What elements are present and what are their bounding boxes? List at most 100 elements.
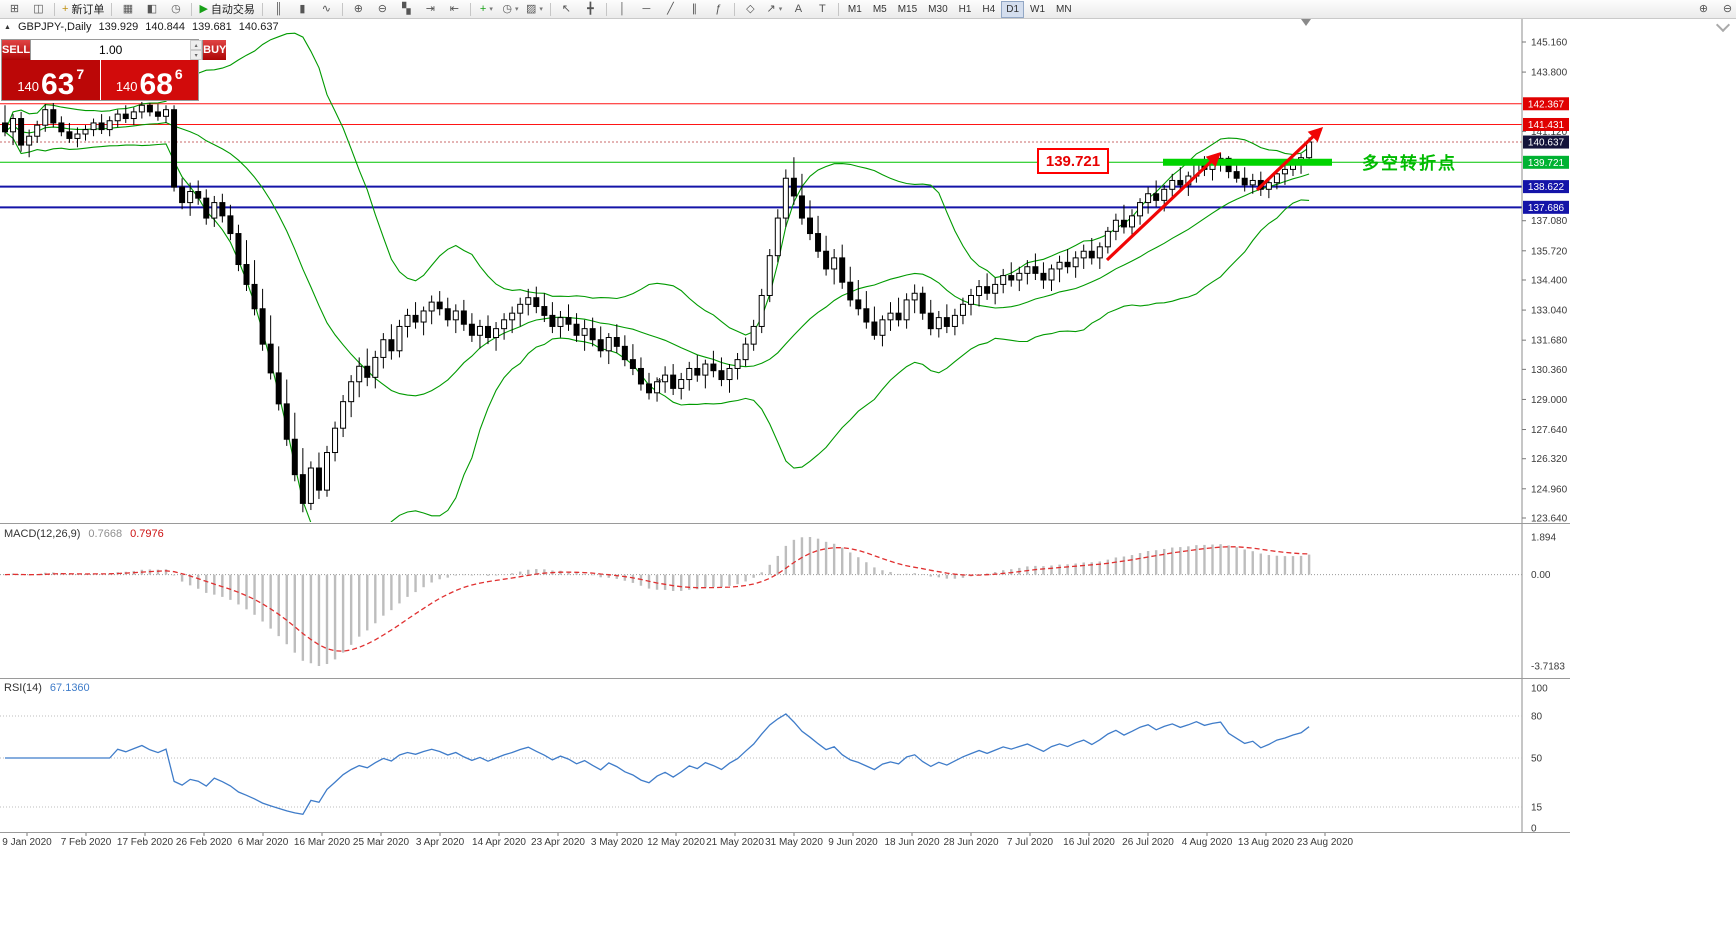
- arrows-tool-icon[interactable]: ↗ ▾: [763, 0, 786, 18]
- timeframe-h1-button[interactable]: H1: [958, 3, 972, 15]
- channel-icon[interactable]: ∥: [683, 0, 706, 18]
- svg-text:21 May 2020: 21 May 2020: [706, 837, 764, 848]
- history-center-icon[interactable]: ◷: [164, 0, 187, 18]
- timeframe-m5-button[interactable]: M5: [872, 3, 887, 15]
- svg-text:142.367: 142.367: [1528, 99, 1565, 110]
- svg-text:141.431: 141.431: [1528, 120, 1565, 131]
- chart-shift-icon[interactable]: ⇤: [443, 0, 466, 18]
- trendline-icon[interactable]: ╱: [659, 0, 682, 18]
- magnifier-plus-icon[interactable]: ⊕: [1692, 0, 1715, 18]
- tile-windows-icon[interactable]: ▚: [395, 0, 418, 18]
- templates-icon: ▨: [525, 2, 537, 15]
- indicators-icon[interactable]: + ▾: [475, 0, 498, 18]
- svg-text:0: 0: [1531, 824, 1537, 835]
- chevron-down-icon[interactable]: ▾: [514, 6, 519, 13]
- timeframe-m30-button[interactable]: M30: [928, 3, 948, 15]
- chart-annotations[interactable]: *: [657, 127, 1332, 390]
- bar-chart-type-icon: ║: [274, 2, 283, 15]
- sell-price-button[interactable]: 140 63 7: [2, 60, 101, 100]
- chevron-down-icon[interactable]: ▾: [778, 6, 783, 13]
- chevron-down-icon[interactable]: ▾: [539, 6, 543, 13]
- buy-price-button[interactable]: 140 68 6: [100, 60, 198, 100]
- svg-text:9 Jun 2020: 9 Jun 2020: [828, 837, 878, 848]
- bar-chart-type-icon[interactable]: ║: [267, 0, 290, 18]
- lot-decrease-icon[interactable]: ▾: [190, 50, 203, 60]
- chart-profiles-icon[interactable]: ◫: [27, 0, 50, 18]
- panel-separator[interactable]: [0, 523, 1570, 524]
- timeframe-m1-button[interactable]: M1: [847, 3, 862, 15]
- level-price-label[interactable]: 139.721: [1037, 148, 1109, 174]
- toolbar-separator: [341, 2, 343, 16]
- svg-text:3 Apr 2020: 3 Apr 2020: [416, 837, 465, 848]
- lot-increase-icon[interactable]: ▴: [190, 40, 203, 50]
- zoom-out-icon: ⊖: [377, 2, 388, 15]
- zoom-out-icon[interactable]: ⊖: [371, 0, 394, 18]
- timeframe-w1-button[interactable]: W1: [1030, 3, 1046, 15]
- candlestick-type-icon[interactable]: ▮: [291, 0, 314, 18]
- data-window-icon[interactable]: ◧: [140, 0, 163, 18]
- crosshair-icon[interactable]: ╋: [579, 0, 602, 18]
- chart-shift-icon: ⇤: [449, 2, 460, 15]
- horizontal-line-icon: ─: [642, 2, 651, 15]
- svg-text:139.721: 139.721: [1528, 158, 1565, 169]
- chevron-down-icon[interactable]: ▾: [489, 6, 493, 13]
- svg-text:143.800: 143.800: [1531, 68, 1568, 79]
- magnifier-minus-icon[interactable]: ⊖: [1716, 0, 1736, 18]
- collapse-arrow-icon[interactable]: ▲: [4, 23, 11, 31]
- timeframe-d1-button[interactable]: D1: [1001, 0, 1025, 18]
- price-badge: 138.622: [1523, 180, 1569, 194]
- svg-text:14 Apr 2020: 14 Apr 2020: [472, 837, 526, 848]
- horizontal-line-icon[interactable]: ─: [635, 0, 658, 18]
- toolbar-separator: [605, 2, 607, 16]
- svg-text:31 May 2020: 31 May 2020: [765, 837, 823, 848]
- svg-text:7 Feb 2020: 7 Feb 2020: [61, 837, 112, 848]
- line-chart-type-icon[interactable]: ∿: [315, 0, 338, 18]
- timeframe-mn-button[interactable]: MN: [1056, 3, 1072, 15]
- new-chart-icon[interactable]: ⊞: [3, 0, 26, 18]
- lot-size-box: ▴ ▾: [30, 40, 204, 60]
- toolbar: ⊞ ◫ + 新订单 ▦ ◧ ◷ ▶ 自动交易 ║ ▮ ∿ ⊕ ⊖ ▚ ⇥ ⇤ + ▾ ◷ ▾ ▨ ▾ ↖ ╋ │ ─ ╱ ∥ ƒ ◇ ↗ ▾ A T…: [0, 0, 1736, 19]
- cursor-icon: ↖: [561, 2, 572, 15]
- zoom-in-icon[interactable]: ⊕: [347, 0, 370, 18]
- periods-icon[interactable]: ◷ ▾: [499, 0, 522, 18]
- fibonacci-icon[interactable]: ƒ: [707, 0, 730, 18]
- rsi-value: 67.1360: [49, 682, 90, 694]
- time-axis[interactable]: 9 Jan 2020 7 Feb 2020 17 Feb 2020 26 Feb 20…: [2, 832, 1354, 848]
- sell-button[interactable]: SELL: [2, 40, 31, 60]
- svg-text:18 Jun 2020: 18 Jun 2020: [884, 837, 939, 848]
- ohlc-close: 140.637: [238, 21, 279, 33]
- new-order-icon-label: 新订单: [71, 4, 105, 16]
- candlesticks: [2, 101, 1313, 513]
- timeframe-m15-button[interactable]: M15: [897, 3, 918, 15]
- toolbar-separator: [261, 2, 263, 16]
- text-tool-icon[interactable]: A: [787, 0, 810, 18]
- chart-shift-marker[interactable]: [1301, 19, 1311, 26]
- lot-input[interactable]: [31, 40, 191, 60]
- svg-text:13 Aug 2020: 13 Aug 2020: [1238, 837, 1295, 848]
- market-watch-icon[interactable]: ▦: [116, 0, 139, 18]
- new-order-icon[interactable]: + 新订单: [59, 0, 107, 18]
- tile-windows-icon: ▚: [402, 2, 411, 15]
- svg-text:50: 50: [1531, 754, 1543, 765]
- ohlc-low: 139.681: [192, 21, 232, 33]
- pivot-point-text[interactable]: 多空转折点: [1362, 154, 1457, 173]
- svg-text:25 Mar 2020: 25 Mar 2020: [353, 837, 410, 848]
- panel-separator[interactable]: [0, 832, 1570, 833]
- price-axis[interactable]: 145.160 143.800 141.120 137.080 135.720 134.4…: [1521, 18, 1569, 832]
- ohlc-open: 139.929: [98, 21, 139, 33]
- templates-icon[interactable]: ▨ ▾: [523, 0, 546, 18]
- panel-separator[interactable]: [0, 678, 1570, 679]
- text-label-icon[interactable]: T: [811, 0, 834, 18]
- cursor-icon[interactable]: ↖: [555, 0, 578, 18]
- indicators-icon: +: [479, 2, 487, 15]
- autotrading-icon[interactable]: ▶ 自动交易: [196, 0, 257, 18]
- buy-button[interactable]: BUY: [203, 40, 227, 60]
- macd-name: MACD(12,26,9): [4, 528, 81, 540]
- toolbar-separator: [469, 2, 471, 16]
- timeframe-h4-button[interactable]: H4: [982, 3, 996, 15]
- shapes-icon[interactable]: ◇: [739, 0, 762, 18]
- periods-icon: ◷: [502, 2, 512, 15]
- vertical-line-icon[interactable]: │: [611, 0, 634, 18]
- auto-scroll-icon[interactable]: ⇥: [419, 0, 442, 18]
